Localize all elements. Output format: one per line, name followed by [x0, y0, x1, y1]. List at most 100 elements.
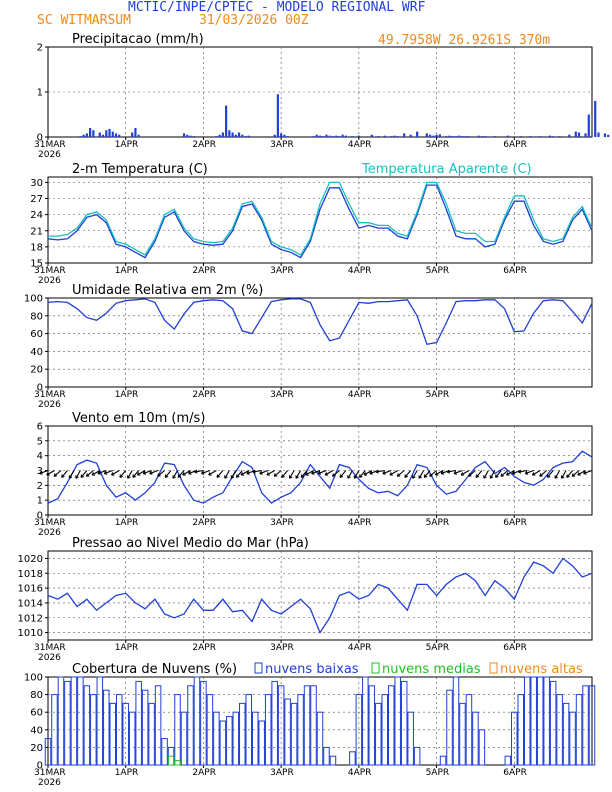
cloud-bar: [239, 702, 246, 766]
wind-arrow: [518, 469, 528, 473]
x-tick-label: 6APR: [503, 140, 527, 150]
wind-arrow-head: [91, 472, 96, 476]
wind-arrow-head: [577, 472, 581, 476]
y-tick-label: 0: [37, 761, 43, 772]
wind-arrow-head: [324, 472, 329, 476]
precip-bar: [552, 136, 555, 137]
panel-title: Cobertura de Nuvens (%): [72, 662, 237, 677]
y-tick-label: 1016: [18, 584, 43, 595]
wind-arrow: [500, 470, 509, 477]
wind-arrow-head: [53, 473, 58, 477]
y-tick-label: 100: [24, 673, 43, 684]
chart-title: MCTIC/INPE/CPTEC - MODELO REGIONAL WRF: [128, 0, 426, 15]
x-tick-label: 2APR: [192, 390, 216, 400]
x-tick-label: 3APR: [270, 768, 294, 778]
cloud-bar: [245, 694, 253, 766]
wind-arrow-head: [363, 472, 368, 476]
y-tick-label: 60: [30, 329, 43, 340]
station-name: SC WITMARSUM: [37, 13, 131, 28]
x-tick-label: 4APR: [348, 266, 372, 276]
precip-bar: [425, 133, 428, 137]
wind-arrow: [53, 470, 62, 477]
wind-arrow-head: [236, 474, 240, 478]
cloud-bar: [407, 711, 414, 766]
x-tick-label: 1APR: [115, 518, 139, 528]
wind-arrow: [201, 469, 211, 475]
wind-arrow-head: [495, 474, 499, 478]
wind-arrow-head: [85, 473, 90, 477]
precip-bar: [529, 136, 532, 137]
wind-arrow-head: [412, 475, 416, 479]
cloud-bar: [206, 694, 214, 766]
wind-arrow-head: [311, 470, 315, 475]
precip-bar: [331, 136, 335, 137]
cloud-bar: [44, 738, 52, 766]
x-tick-label: 2APR: [192, 643, 216, 653]
cloud-bar: [109, 702, 117, 766]
x-tick-label: 31MAR: [34, 768, 66, 778]
legend-swatch: [371, 662, 380, 674]
wind-arrow: [311, 469, 321, 475]
precip-bar: [98, 132, 101, 137]
wind-arrow-head: [524, 470, 529, 475]
wind-arrow: [157, 470, 165, 477]
wind-arrow-head: [332, 473, 336, 477]
wind-arrow-head: [97, 470, 101, 475]
panel-frame: [47, 550, 593, 641]
x-tick-label: 1APR: [115, 768, 139, 778]
wind-arrow: [554, 470, 561, 479]
x-tick-label: 1APR: [115, 390, 139, 400]
cloud-bar: [103, 689, 110, 766]
precip-bar: [241, 134, 244, 137]
panel-2: 15 18 21 24 27 30 31MAR 1APR 2APR 3APR 4APR 5APR 6AP…: [30, 162, 593, 286]
cloud-bar: [277, 685, 285, 766]
cloud-bar: [70, 676, 78, 766]
cloud-bar: [297, 694, 304, 766]
cloud-bar: [51, 694, 58, 766]
x-tick-label: 5APR: [426, 140, 450, 150]
x-tick-label: 3APR: [270, 266, 294, 276]
wind-arrow-head: [531, 472, 536, 476]
x-tick-label: 3APR: [270, 643, 294, 653]
wind-arrow: [80, 470, 88, 478]
panel-title: Pressao ao Nivel Medio do Mar (hPa): [72, 536, 309, 551]
cloud-bar: [213, 711, 220, 766]
panel-title: Vento em 10m (m/s): [72, 411, 205, 426]
cloud-bar: [200, 680, 207, 766]
cloud-bar: [64, 680, 71, 766]
wind-arrow-head: [583, 470, 587, 475]
wind-arrow: [216, 470, 224, 478]
x-tick-label: 6APR: [503, 768, 527, 778]
wind-arrow: [566, 470, 573, 478]
panel-4: 0 1 2 3 4 5 6 31MAR 1APR 2APR 3APR 4APR 5APR 6APR 2026…: [34, 411, 593, 538]
cloud-bar: [310, 685, 317, 766]
precip-bar: [458, 135, 461, 137]
cloud-bar: [387, 685, 395, 766]
wind-arrow: [252, 469, 262, 473]
legend-label: nuvens altas: [500, 662, 583, 677]
wind-arrow: [495, 470, 502, 478]
y-tick-label: 3: [37, 466, 43, 477]
cloud-bar: [523, 676, 531, 766]
y-tick-label: 2: [37, 481, 43, 492]
precip-bar: [131, 132, 134, 137]
x-tick-label: 5APR: [426, 518, 450, 528]
precip-bar: [137, 134, 140, 137]
cloud-bar: [349, 751, 356, 766]
wind-arrow: [164, 470, 172, 478]
x-tick-label: 4APR: [348, 768, 372, 778]
wind-arrow: [532, 470, 541, 476]
precip-bar: [377, 136, 380, 137]
wind-arrow-head: [560, 475, 565, 479]
precip-bar: [370, 134, 373, 137]
precip-bar: [519, 136, 522, 137]
cloud-bar: [135, 680, 142, 766]
wind-arrow: [483, 470, 489, 479]
x-tick-label: 3APR: [270, 518, 294, 528]
panel-1: 0 1 2 31MAR 1APR 2APR 3APR 4APR 5APR 6APR 2026 Prec…: [34, 32, 610, 160]
y-tick-label: 21: [30, 226, 43, 237]
wind-arrow-head: [164, 474, 169, 478]
cloud-bar: [174, 760, 181, 766]
cloud-bar: [562, 702, 570, 766]
wind-arrow-head: [201, 470, 205, 475]
